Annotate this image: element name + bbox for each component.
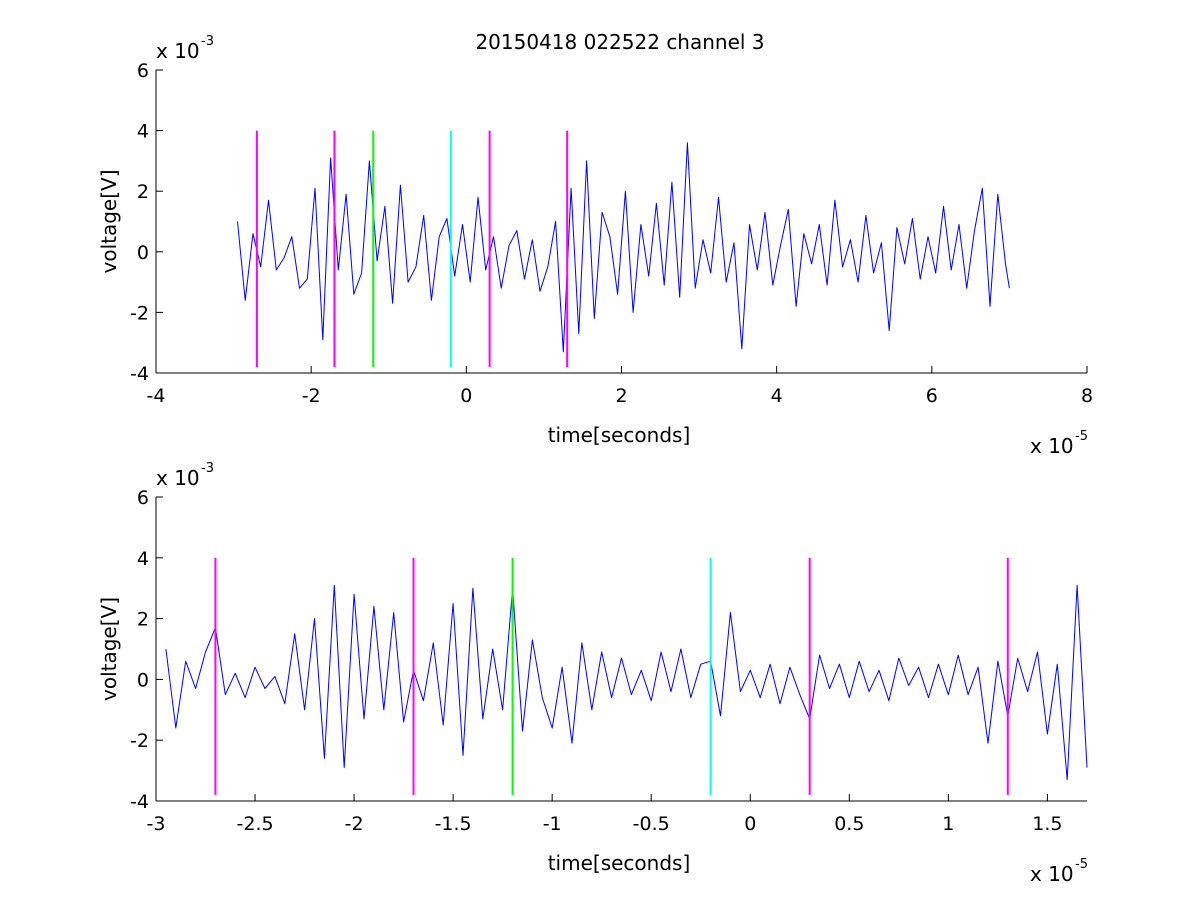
x-tick-label: 2 xyxy=(615,385,627,407)
y-tick-label: -4 xyxy=(130,791,149,813)
y-tick-label: 4 xyxy=(137,121,149,143)
x-tick-label: -3 xyxy=(147,813,166,835)
y-tick-label: 4 xyxy=(137,548,149,570)
y-tick-label: -4 xyxy=(130,363,149,385)
y-tick-label: 0 xyxy=(137,669,149,691)
y-tick-label: -2 xyxy=(130,730,149,752)
x-tick-label: 0 xyxy=(744,813,756,835)
y-exponent-power: -3 xyxy=(201,34,214,49)
x-tick-label: -0.5 xyxy=(633,813,670,835)
y-exponent-label: x 10 xyxy=(156,466,200,490)
voltage-trace-line xyxy=(237,142,1010,353)
x-tick-label: 1 xyxy=(942,813,954,835)
x-tick-label: 0 xyxy=(460,385,472,407)
x-exponent-power: -5 xyxy=(1075,857,1088,872)
x-tick-label: 8 xyxy=(1081,385,1093,407)
y-tick-label: 2 xyxy=(137,609,149,631)
figure-title: 20150418 022522 channel 3 xyxy=(475,30,764,54)
x-tick-label: -2.5 xyxy=(237,813,274,835)
y-exponent-power: -3 xyxy=(201,461,214,476)
x-exponent-label: x 10 xyxy=(1030,434,1074,458)
y-axis-label: voltage[V] xyxy=(97,169,121,273)
x-tick-label: 1.5 xyxy=(1032,813,1062,835)
x-axis-label: time[seconds] xyxy=(548,423,691,447)
x-exponent-label: x 10 xyxy=(1030,862,1074,886)
y-tick-label: 2 xyxy=(137,181,149,203)
y-tick-label: -2 xyxy=(130,302,149,324)
x-axis-label: time[seconds] xyxy=(548,851,691,875)
x-tick-label: -2 xyxy=(302,385,321,407)
voltage-trace-line xyxy=(165,584,1088,781)
x-tick-label: 0.5 xyxy=(834,813,864,835)
x-exponent-power: -5 xyxy=(1075,429,1088,444)
x-tick-label: -1.5 xyxy=(435,813,472,835)
y-tick-label: 0 xyxy=(137,242,149,264)
y-axis-label: voltage[V] xyxy=(97,597,121,701)
x-tick-label: 4 xyxy=(771,385,783,407)
x-tick-label: 6 xyxy=(926,385,938,407)
y-tick-label: 6 xyxy=(137,60,149,82)
x-tick-label: -2 xyxy=(345,813,364,835)
x-tick-label: -1 xyxy=(543,813,562,835)
y-exponent-label: x 10 xyxy=(156,39,200,63)
y-tick-label: 6 xyxy=(137,487,149,509)
x-tick-label: -4 xyxy=(147,385,166,407)
